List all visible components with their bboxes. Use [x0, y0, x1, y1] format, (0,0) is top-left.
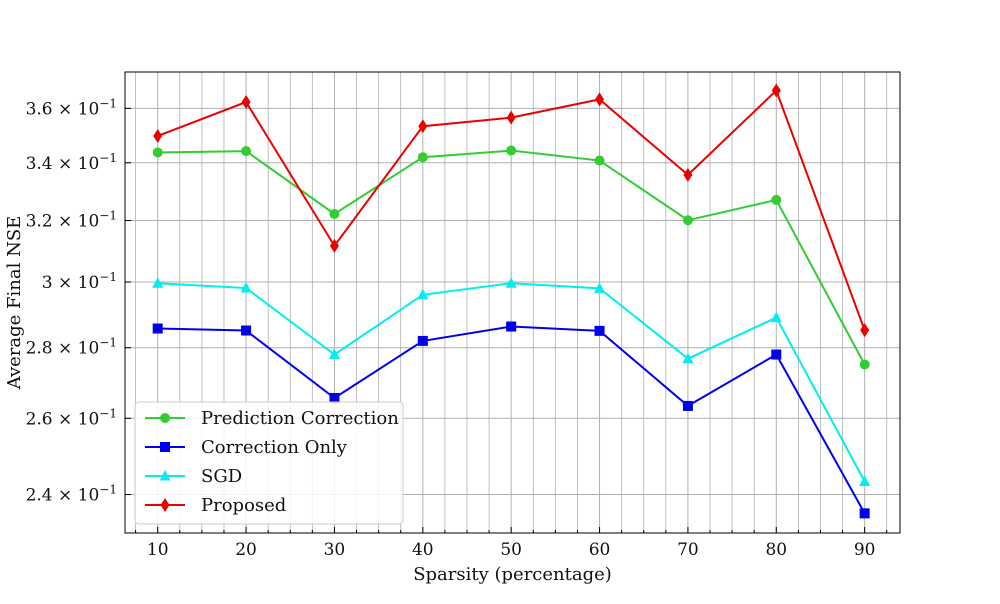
x-tick-label: 10 [147, 540, 169, 560]
x-tick-label: 60 [589, 540, 611, 560]
data-point-sgd [770, 311, 782, 323]
data-point-sgd [859, 475, 871, 487]
series-prediction-correction [152, 145, 870, 370]
legend-label-proposed: Proposed [201, 495, 286, 516]
data-point-proposed [241, 95, 251, 110]
data-point-proposed [860, 323, 870, 338]
x-tick-label: 20 [235, 540, 257, 560]
legend-label-correction-only: Correction Only [201, 437, 348, 458]
legend-marker-proposed [160, 498, 170, 512]
x-tick-label: 70 [677, 540, 699, 560]
x-tick-label: 90 [854, 540, 876, 560]
data-point-correction-only [594, 325, 605, 336]
data-point-prediction-correction [506, 145, 517, 156]
y-tick-label: 3.4 × 10−1 [26, 151, 117, 174]
data-point-correction-only [682, 400, 693, 411]
legend: Prediction Correction Correction Only SGD P… [134, 401, 404, 525]
tick-labels: 10 20 30 40 50 60 70 80 90 2.4 × 10−1 2.6 × 10−1 2.… [26, 96, 876, 560]
data-point-proposed [595, 92, 605, 107]
axis-ticks [125, 107, 888, 533]
series-sgd [152, 277, 871, 487]
x-axis-label: Sparsity (percentage) [413, 564, 612, 585]
legend-marker-prediction-correction [160, 413, 170, 423]
data-point-prediction-correction [859, 359, 870, 370]
data-point-correction-only [152, 323, 163, 334]
y-tick-label: 3.2 × 10−1 [26, 209, 117, 232]
series-proposed [153, 83, 870, 338]
x-tick-label: 80 [765, 540, 787, 560]
data-point-proposed [418, 119, 428, 134]
plot-area-frame [124, 71, 901, 534]
data-point-prediction-correction [682, 215, 693, 226]
minor-grid [135, 72, 888, 533]
data-point-sgd [682, 352, 694, 364]
y-tick-label: 3 × 10−1 [42, 270, 117, 293]
data-point-correction-only [771, 349, 782, 360]
x-tick-label: 50 [500, 540, 522, 560]
data-point-proposed [329, 238, 339, 253]
y-tick-label: 3.6 × 10−1 [26, 96, 117, 119]
y-tick-label: 2.8 × 10−1 [26, 336, 117, 359]
data-point-sgd [328, 348, 340, 360]
data-point-proposed [506, 110, 516, 125]
data-point-prediction-correction [417, 152, 428, 163]
data-point-sgd [240, 282, 252, 293]
data-point-prediction-correction [594, 155, 605, 166]
data-point-sgd [417, 288, 429, 300]
legend-label-sgd: SGD [201, 466, 242, 487]
y-tick-label: 2.6 × 10−1 [26, 406, 117, 429]
data-point-sgd [152, 277, 164, 288]
data-point-sgd [505, 277, 517, 288]
legend-marker-sgd [159, 470, 171, 481]
data-point-correction-only [241, 325, 252, 336]
data-point-proposed [771, 83, 781, 98]
x-tick-label: 30 [324, 540, 346, 560]
data-point-proposed [683, 167, 693, 182]
legend-label-prediction-correction: Prediction Correction [201, 408, 399, 429]
data-point-correction-only [859, 508, 870, 519]
legend-marker-correction-only [160, 442, 170, 452]
data-point-prediction-correction [152, 147, 163, 158]
x-tick-label: 40 [412, 540, 434, 560]
data-point-sgd [594, 282, 606, 293]
data-point-correction-only [506, 321, 517, 332]
y-axis-label: Average Final NSE [4, 216, 25, 391]
data-point-proposed [153, 128, 163, 143]
series-layer [152, 83, 871, 519]
data-point-prediction-correction [771, 194, 782, 205]
y-tick-label: 2.4 × 10−1 [26, 483, 117, 506]
data-point-correction-only [329, 392, 340, 403]
data-point-prediction-correction [329, 208, 340, 219]
legend-box [134, 401, 404, 525]
data-point-correction-only [417, 335, 428, 346]
series-correction-only [152, 321, 870, 519]
data-point-prediction-correction [241, 146, 252, 157]
